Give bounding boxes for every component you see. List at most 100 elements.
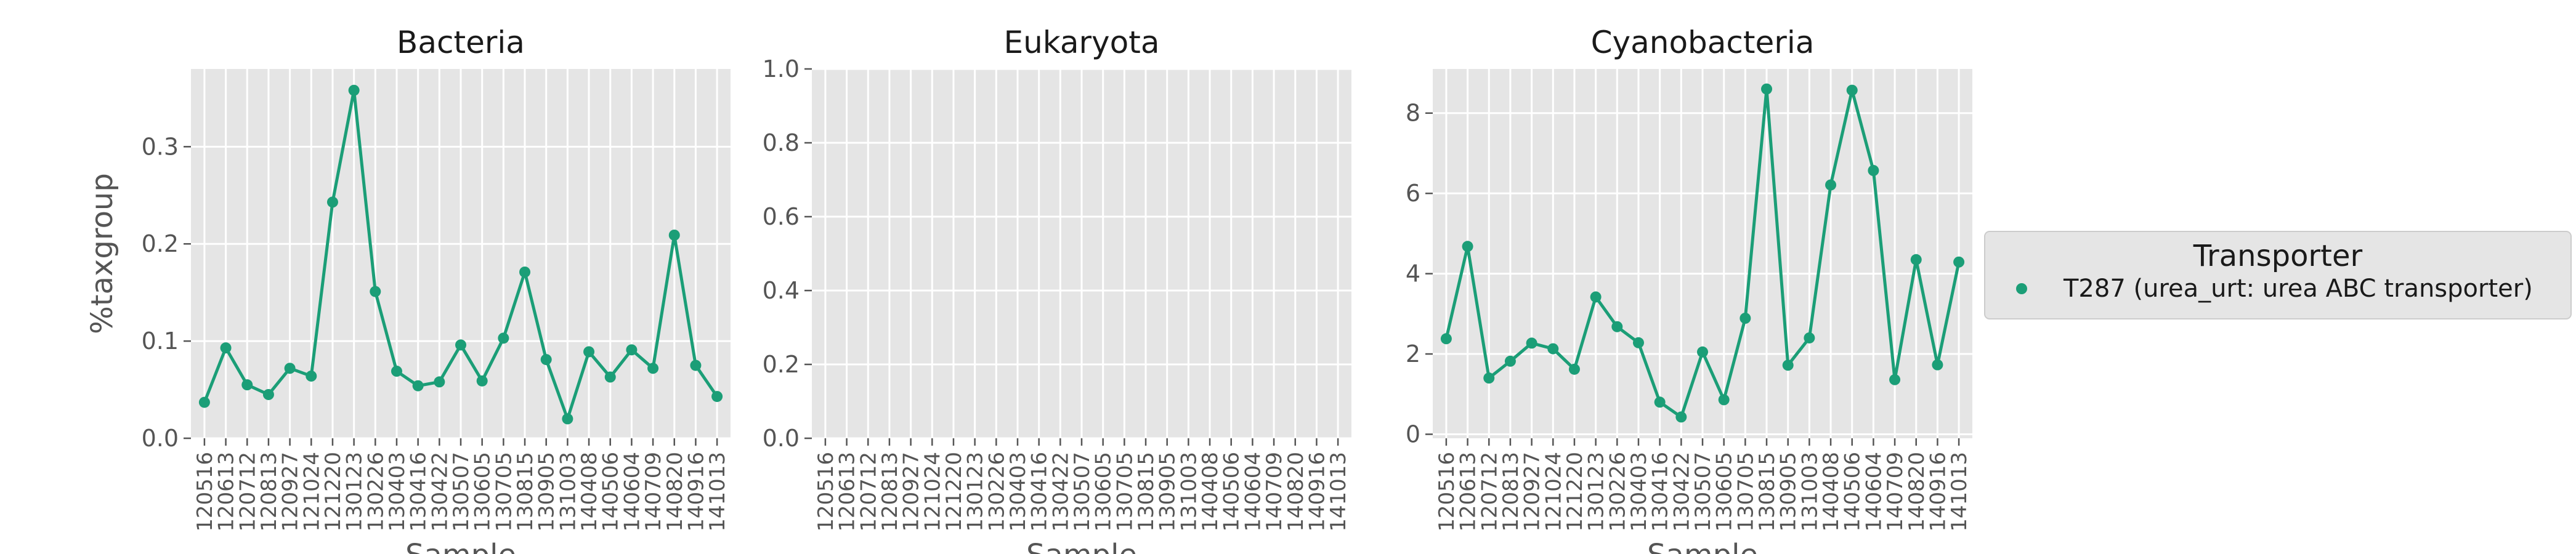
x-tick-label: 140604 (620, 452, 644, 532)
x-tick-label: 131003 (1177, 452, 1201, 532)
x-tick-label: 120813 (257, 452, 281, 532)
x-tick-label: 121220 (1563, 452, 1587, 532)
x-tick-label: 120516 (814, 452, 838, 532)
data-point (391, 366, 402, 377)
x-tick-label: 130905 (1156, 452, 1180, 532)
data-point (1804, 332, 1815, 343)
data-point (498, 332, 509, 344)
data-point (198, 396, 210, 408)
panel-cyanobacteria: 0 2 4 6 8 12051612061312071212081312092712102… (1406, 25, 1972, 554)
x-tick-label: 130905 (535, 452, 559, 532)
x-tick-label: 130705 (1112, 452, 1137, 532)
y-tick-label: 0.4 (763, 277, 800, 304)
data-point (540, 354, 552, 366)
data-point (1526, 337, 1537, 349)
x-tick-label: 140408 (1819, 452, 1844, 532)
x-tick-label: 141013 (1947, 452, 1972, 532)
data-point (348, 84, 360, 96)
x-tick-label: 121024 (920, 452, 945, 532)
data-point (1547, 343, 1559, 355)
data-point (519, 267, 531, 278)
data-point (1675, 411, 1687, 423)
x-tick-label: 140820 (663, 452, 687, 532)
x-tick-label: 130123 (963, 452, 988, 532)
x-tick-label: 130507 (1691, 452, 1715, 532)
data-point (1825, 179, 1837, 191)
x-tick-label: 130605 (1712, 452, 1737, 532)
x-tick-label: 120516 (1435, 452, 1459, 532)
legend-marker (2016, 283, 2027, 294)
x-tick-label: 140604 (1241, 452, 1265, 532)
x-tick-label: 140604 (1861, 452, 1886, 532)
x-tick-label: 120813 (1499, 452, 1523, 532)
y-axis-label: %taxgroup (85, 173, 119, 334)
data-point (1740, 313, 1751, 324)
y-tick-label: 4 (1406, 260, 1420, 287)
x-axis-label: Sample (405, 538, 516, 554)
data-point (1889, 374, 1901, 385)
x-tick-label: 141013 (1326, 452, 1351, 532)
x-tick-label: 130123 (1584, 452, 1609, 532)
x-tick-label: 140916 (1926, 452, 1950, 532)
data-point (455, 339, 466, 351)
x-tick-label: 130226 (984, 452, 1009, 532)
data-point (1462, 241, 1473, 252)
x-tick-label: 130905 (1776, 452, 1801, 532)
data-point (668, 230, 680, 241)
x-tick-label: 141013 (705, 452, 730, 532)
data-point (412, 380, 424, 391)
y-tick-label: 6 (1406, 180, 1420, 207)
x-tick-label: 130403 (1006, 452, 1031, 532)
y-tick-label: 1.0 (763, 55, 800, 82)
x-tick-label: 140709 (641, 452, 666, 532)
y-tick-label: 2 (1406, 340, 1420, 367)
y-tick-label: 0.3 (142, 133, 179, 160)
x-tick-label: 140506 (1841, 452, 1865, 532)
y-tick-label: 0 (1406, 420, 1420, 448)
panels: 0.00.10.20.31205161206131207121208131209… (85, 25, 1972, 554)
data-point (711, 391, 723, 403)
data-point (1718, 394, 1730, 406)
x-tick-label: 140506 (1220, 452, 1244, 532)
data-point (604, 371, 616, 383)
x-tick-label: 120613 (214, 452, 239, 532)
x-tick-label: 140506 (599, 452, 623, 532)
legend-box (1984, 231, 2572, 319)
y-tick-label: 0.0 (763, 425, 800, 452)
x-tick-label: 131003 (556, 452, 580, 532)
data-point (1611, 321, 1623, 332)
data-point (262, 388, 274, 400)
data-point (241, 379, 253, 391)
x-tick-label: 130422 (1669, 452, 1694, 532)
data-point (1483, 372, 1495, 384)
x-tick-label: 130226 (363, 452, 388, 532)
y-tick-label: 0.1 (142, 327, 179, 355)
y-tick-label: 0.2 (142, 230, 179, 257)
x-tick-label: 120927 (899, 452, 924, 532)
panel-title: Cyanobacteria (1591, 25, 1815, 60)
data-point (1782, 359, 1794, 371)
x-tick-label: 120613 (1456, 452, 1481, 532)
x-tick-label: 140916 (684, 452, 708, 532)
x-tick-label: 130605 (471, 452, 495, 532)
data-point (1654, 396, 1666, 408)
data-point (284, 363, 296, 374)
data-point (1932, 359, 1943, 371)
y-tick-label: 8 (1406, 100, 1420, 127)
x-tick-label: 121220 (321, 452, 346, 532)
y-tick-label: 0.6 (763, 203, 800, 230)
data-point (326, 196, 338, 208)
data-point (1504, 355, 1516, 367)
data-point (1953, 256, 1965, 268)
x-tick-label: 130403 (1627, 452, 1651, 532)
y-tick-label: 0.8 (763, 129, 800, 156)
data-point (690, 359, 702, 371)
panel-title: Bacteria (397, 25, 525, 60)
data-point (562, 413, 573, 425)
data-point (583, 346, 595, 358)
data-point (434, 376, 445, 388)
x-tick-label: 130416 (407, 452, 431, 532)
x-tick-label: 121024 (1541, 452, 1566, 532)
data-point (647, 363, 659, 374)
